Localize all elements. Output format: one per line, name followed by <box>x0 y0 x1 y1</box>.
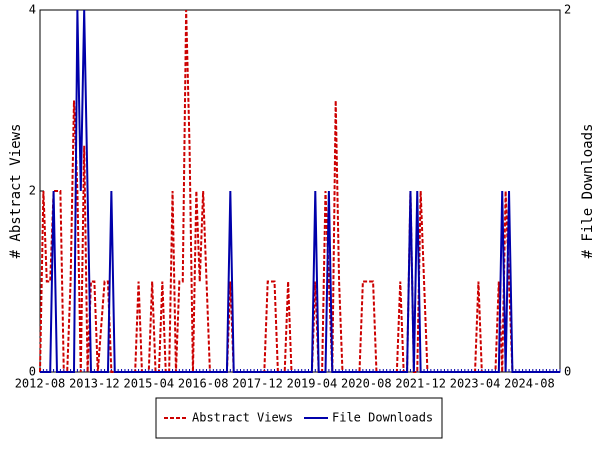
y2-tick-label: 2 <box>564 3 571 17</box>
y2-tick-label: 0 <box>564 365 571 379</box>
x-tick-label: 2023-04 <box>450 377 501 391</box>
x-tick-label: 2017-12 <box>232 377 283 391</box>
legend-label: Abstract Views <box>192 411 293 425</box>
plot-frame <box>39 9 561 373</box>
x-tick-label: 2015-04 <box>123 377 174 391</box>
y-axis-title: # Abstract Views <box>8 124 24 259</box>
legend-label: File Downloads <box>332 411 433 425</box>
x-tick-label: 2016-08 <box>178 377 229 391</box>
x-tick-label: 2013-12 <box>69 377 120 391</box>
y-tick-label: 0 <box>29 365 36 379</box>
x-tick-label: 2019-04 <box>287 377 338 391</box>
x-tick-label: 2012-08 <box>15 377 66 391</box>
x-tick-label: 2024-08 <box>504 377 555 391</box>
x-tick-label: 2021-12 <box>395 377 446 391</box>
legend-box <box>155 397 443 439</box>
y-tick-label: 4 <box>29 3 36 17</box>
x-tick-label: 2020-08 <box>341 377 392 391</box>
y-tick-label: 2 <box>29 184 36 198</box>
series-line <box>40 9 560 373</box>
y2-axis-title: # File Downloads <box>580 124 596 259</box>
